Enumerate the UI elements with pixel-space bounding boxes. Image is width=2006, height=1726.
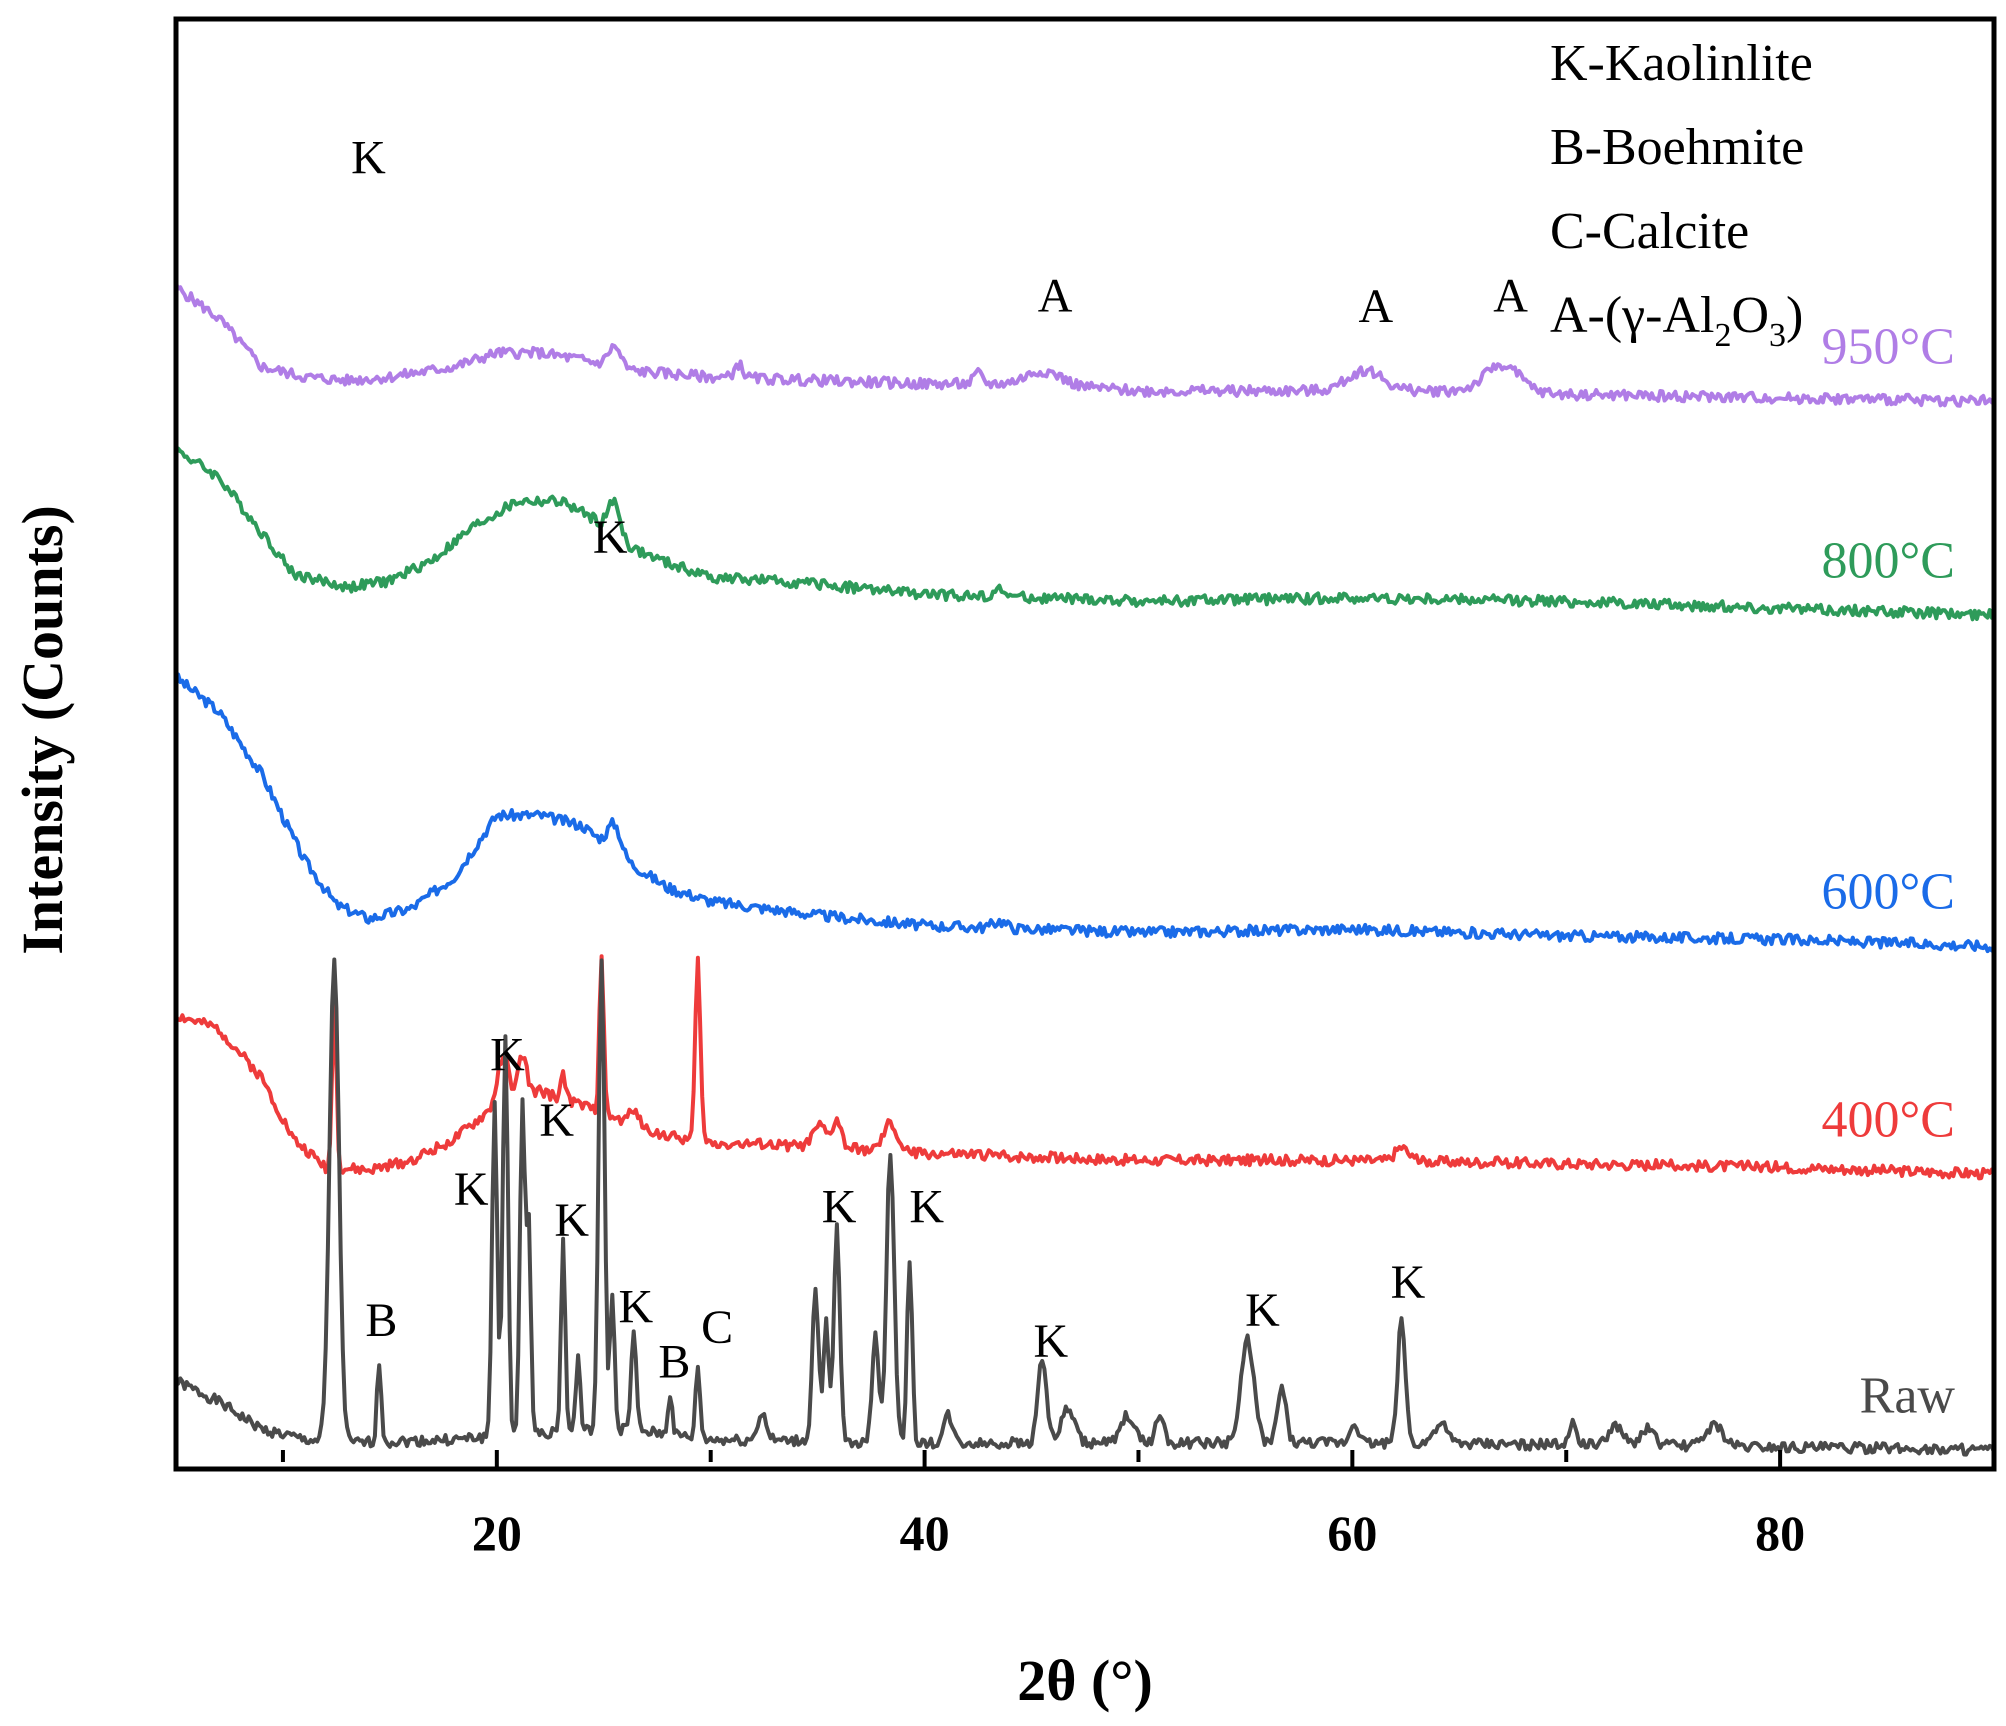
peak-annotation-k: K: [490, 1029, 525, 1082]
series-line-400c: [174, 954, 1995, 1181]
x-tick-label: 80: [1755, 1505, 1805, 1561]
legend-kaolinite: K-Kaolinlite: [1550, 35, 1813, 92]
series-label-950c: 950°C: [1822, 319, 1955, 376]
peak-annotation-k: K: [539, 1094, 574, 1147]
x-axis-ticks: 20 40 60 80: [280, 1450, 1805, 1561]
series-line-950c: [174, 282, 1996, 408]
series-label-800c: 800°C: [1822, 533, 1955, 590]
peak-annotation-k: K: [593, 511, 628, 564]
series-label-raw: Raw: [1860, 1367, 1956, 1424]
peak-annotation-k: K: [351, 132, 386, 185]
peak-annotation-k: K: [619, 1280, 654, 1333]
x-tick-label: 40: [900, 1505, 950, 1561]
peak-annotation-k: K: [1033, 1315, 1068, 1368]
legend-boehmite: B-Boehmite: [1550, 119, 1804, 176]
x-tick-label: 60: [1327, 1505, 1377, 1561]
x-axis-title: 2θ (°): [1017, 1648, 1153, 1713]
peak-annotation-k: K: [1391, 1256, 1426, 1309]
series-label-400c: 400°C: [1822, 1091, 1955, 1148]
peak-annotation-a: A: [1038, 270, 1073, 323]
y-axis-title: Intensity (Counts): [10, 505, 75, 955]
peak-annotation-k: K: [554, 1194, 589, 1247]
series-label-600c: 600°C: [1822, 864, 1955, 921]
peak-annotation-a: A: [1493, 270, 1528, 323]
legend: K-Kaolinlite B-Boehmite C-Calcite A-(γ-A…: [1550, 35, 1813, 354]
legend-gamma-alumina: A-(γ-Al2O3): [1550, 287, 1803, 354]
x-tick-label: 20: [472, 1505, 522, 1561]
plot-frame: [173, 16, 1997, 1472]
series-layer: 950°C 800°C 600°C 400°C Raw: [174, 282, 1996, 1457]
peak-annotation-k: K: [909, 1180, 944, 1233]
legend-calcite: C-Calcite: [1550, 203, 1749, 260]
peak-annotation-b: B: [658, 1336, 690, 1389]
series-line-800c: [174, 446, 1995, 622]
series-line-600c: [174, 672, 1996, 954]
peak-annotation-k: K: [1245, 1284, 1280, 1337]
series-line-raw: [174, 957, 1996, 1457]
peak-annotation-b: B: [365, 1294, 397, 1347]
peak-annotation-a: A: [1359, 280, 1394, 333]
peak-annotation-k: K: [454, 1163, 489, 1216]
peak-annotation-c: C: [701, 1301, 733, 1354]
peak-annotation-k: K: [822, 1180, 857, 1233]
